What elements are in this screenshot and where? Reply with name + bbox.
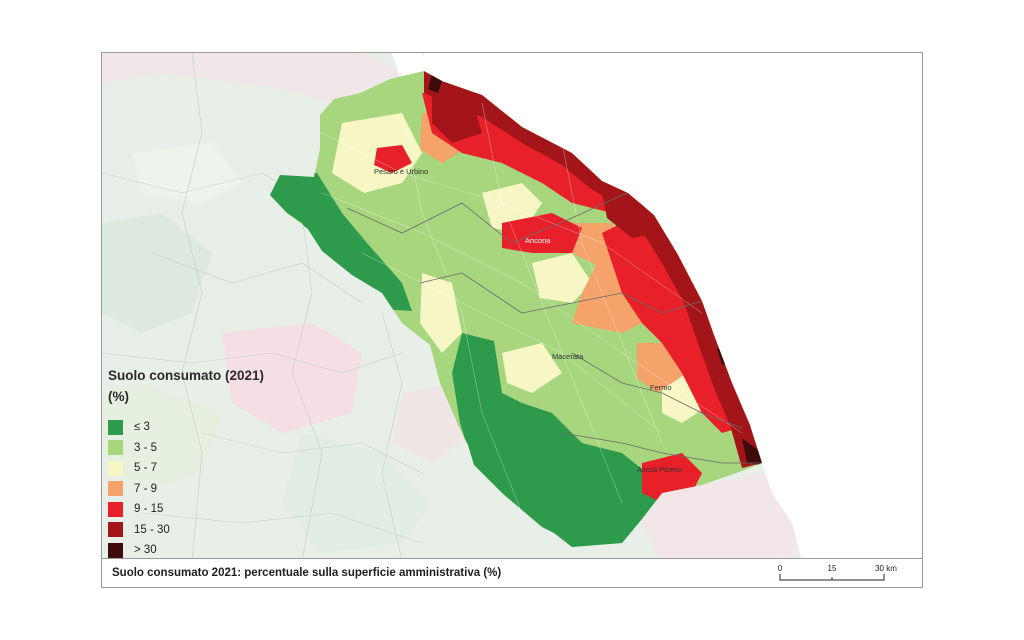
map-caption: Suolo consumato 2021: percentuale sulla … bbox=[112, 567, 502, 579]
legend-label: 9 - 15 bbox=[134, 503, 164, 516]
class-9-15-ancona bbox=[502, 213, 582, 253]
scale-tick-15: 15 bbox=[828, 564, 837, 573]
class-gt30-c bbox=[428, 73, 442, 93]
city-label-macerata: Macerata bbox=[552, 352, 584, 361]
legend-swatch bbox=[108, 542, 123, 558]
scale-tick-0: 0 bbox=[778, 564, 783, 573]
legend-label: ≤ 3 bbox=[134, 421, 150, 434]
map-frame: Pesaro e Urbino Ancona Macerata Fermo As… bbox=[101, 52, 923, 588]
class-le3-west bbox=[270, 163, 412, 311]
class-15-30-b bbox=[602, 193, 662, 238]
class-9-15-urbino bbox=[374, 145, 412, 173]
legend-swatch bbox=[108, 522, 123, 538]
city-label-pesaro: Pesaro e Urbino bbox=[374, 167, 428, 176]
legend-swatch bbox=[108, 419, 123, 435]
legend-row: 15 - 30 bbox=[108, 520, 264, 541]
city-labels: Pesaro e Urbino Ancona Macerata Fermo As… bbox=[374, 167, 682, 474]
class-15-30-a bbox=[432, 93, 482, 143]
class-5-7-e bbox=[502, 343, 562, 393]
class-5-7-b bbox=[420, 273, 462, 353]
scale-bar: 0 15 30 km bbox=[778, 564, 897, 581]
municipal-boundaries bbox=[301, 102, 743, 514]
legend-label: 7 - 9 bbox=[134, 482, 158, 495]
legend-label: > 30 bbox=[134, 544, 157, 557]
province-boundaries bbox=[346, 192, 762, 464]
legend-label: 3 - 5 bbox=[134, 441, 158, 454]
city-label-ancona: Ancona bbox=[525, 236, 551, 245]
scale-line bbox=[779, 574, 885, 581]
legend: Suolo consumato (2021) (%) ≤ 3 3 - 5 5 -… bbox=[108, 365, 264, 561]
legend-row: 5 - 7 bbox=[108, 458, 264, 479]
legend-label: 5 - 7 bbox=[134, 462, 158, 475]
city-label-ascoli: Ascoli Piceno bbox=[637, 465, 682, 474]
scale-tick-30: 30 km bbox=[875, 564, 897, 573]
legend-swatch bbox=[108, 481, 123, 497]
legend-unit: (%) bbox=[108, 389, 129, 404]
legend-row: 9 - 15 bbox=[108, 499, 264, 520]
legend-swatch bbox=[108, 440, 123, 456]
legend-title: Suolo consumato (2021) bbox=[108, 368, 265, 383]
class-gt30-b bbox=[742, 438, 762, 465]
legend-label: 15 - 30 bbox=[134, 523, 170, 536]
city-label-fermo: Fermo bbox=[650, 383, 672, 392]
legend-swatch bbox=[108, 460, 123, 476]
legend-row: ≤ 3 bbox=[108, 417, 264, 438]
legend-swatch bbox=[108, 501, 123, 517]
caption-bar: Suolo consumato 2021: percentuale sulla … bbox=[102, 558, 922, 587]
legend-row: 3 - 5 bbox=[108, 438, 264, 459]
map-canvas: Pesaro e Urbino Ancona Macerata Fermo As… bbox=[102, 53, 922, 561]
legend-row: 7 - 9 bbox=[108, 479, 264, 500]
legend-row: > 30 bbox=[108, 540, 264, 561]
class-le3-south bbox=[452, 333, 662, 547]
adriatic-sea bbox=[424, 53, 922, 561]
class-5-7-d bbox=[532, 253, 592, 303]
